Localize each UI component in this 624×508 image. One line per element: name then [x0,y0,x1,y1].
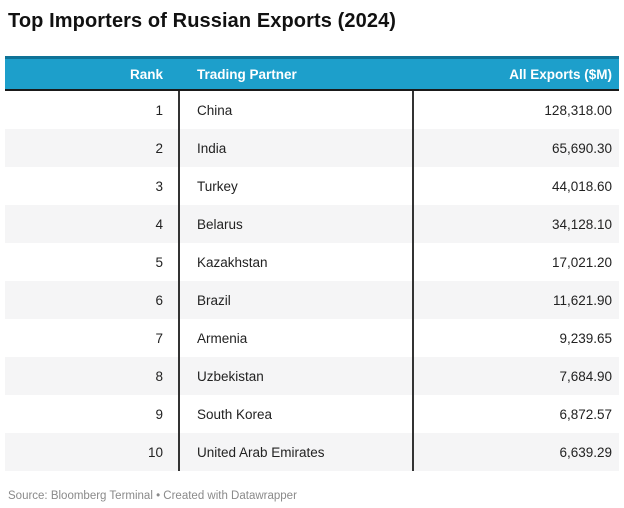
column-separator [178,91,180,129]
partner-cell: United Arab Emirates [197,444,325,460]
column-separator [178,129,180,167]
source-attribution: Source: Bloomberg Terminal • Created wit… [8,490,297,502]
table-header-row: Rank Trading Partner All Exports ($M) [5,56,619,91]
column-separator [178,205,180,243]
column-separator [412,167,414,205]
column-separator [412,129,414,167]
column-separator [178,167,180,205]
column-separator [412,395,414,433]
exports-cell: 6,639.29 [559,444,612,460]
column-separator [412,357,414,395]
partner-cell: India [197,140,227,156]
rank-cell: 2 [155,140,163,156]
partner-cell: Brazil [197,292,231,308]
table-row: 2 India 65,690.30 [5,129,619,167]
chart-title: Top Importers of Russian Exports (2024) [8,10,397,32]
partner-cell: Kazakhstan [197,254,268,270]
column-header-all-exports: All Exports ($M) [509,66,612,82]
datawrapper-table-chart: Top Importers of Russian Exports (2024) … [0,10,624,508]
table-body: 1 China 128,318.00 2 India 65,690.30 3 Turkey 44… [5,91,619,471]
rank-cell: 7 [155,330,163,346]
rank-cell: 3 [155,178,163,194]
partner-cell: Armenia [197,330,248,346]
table-row: 5 Kazakhstan 17,021.20 [5,243,619,281]
rank-cell: 5 [155,254,163,270]
rank-cell: 1 [155,102,163,118]
partner-cell: Belarus [197,216,243,232]
column-header-rank: Rank [129,66,163,82]
table-row: 4 Belarus 34,128.10 [5,205,619,243]
exports-cell: 128,318.00 [544,102,612,118]
column-separator [412,91,414,129]
column-separator [412,319,414,357]
exports-cell: 34,128.10 [551,216,612,232]
table-row: 6 Brazil 11,621.90 [5,281,619,319]
column-separator [412,281,414,319]
column-separator [178,433,180,471]
exports-cell: 6,872.57 [559,406,612,422]
exports-cell: 65,690.30 [551,140,612,156]
partner-cell: Turkey [197,178,238,194]
partner-cell: China [197,102,233,118]
exports-cell: 11,621.90 [552,292,612,308]
table-row: 10 United Arab Emirates 6,639.29 [5,433,619,471]
rank-cell: 10 [147,444,163,460]
exports-cell: 44,018.60 [551,178,612,194]
column-separator [412,243,414,281]
rank-cell: 9 [155,406,163,422]
exports-cell: 7,684.90 [559,368,612,384]
partner-cell: Uzbekistan [197,368,264,384]
rank-cell: 6 [155,292,163,308]
column-separator [178,281,180,319]
table-row: 8 Uzbekistan 7,684.90 [5,357,619,395]
exports-cell: 17,021.20 [551,254,612,270]
table-row: 7 Armenia 9,239.65 [5,319,619,357]
column-separator [178,243,180,281]
column-separator [178,319,180,357]
partner-cell: South Korea [197,406,273,422]
exports-cell: 9,239.65 [559,330,612,346]
column-separator [178,395,180,433]
column-separator [412,433,414,471]
table-row: 1 China 128,318.00 [5,91,619,129]
rank-cell: 8 [155,368,163,384]
table-row: 3 Turkey 44,018.60 [5,167,619,205]
column-separator [178,357,180,395]
exports-table: Rank Trading Partner All Exports ($M) 1 C… [5,56,619,471]
column-header-trading-partner: Trading Partner [197,66,297,82]
table-row: 9 South Korea 6,872.57 [5,395,619,433]
rank-cell: 4 [155,216,163,232]
column-separator [412,205,414,243]
